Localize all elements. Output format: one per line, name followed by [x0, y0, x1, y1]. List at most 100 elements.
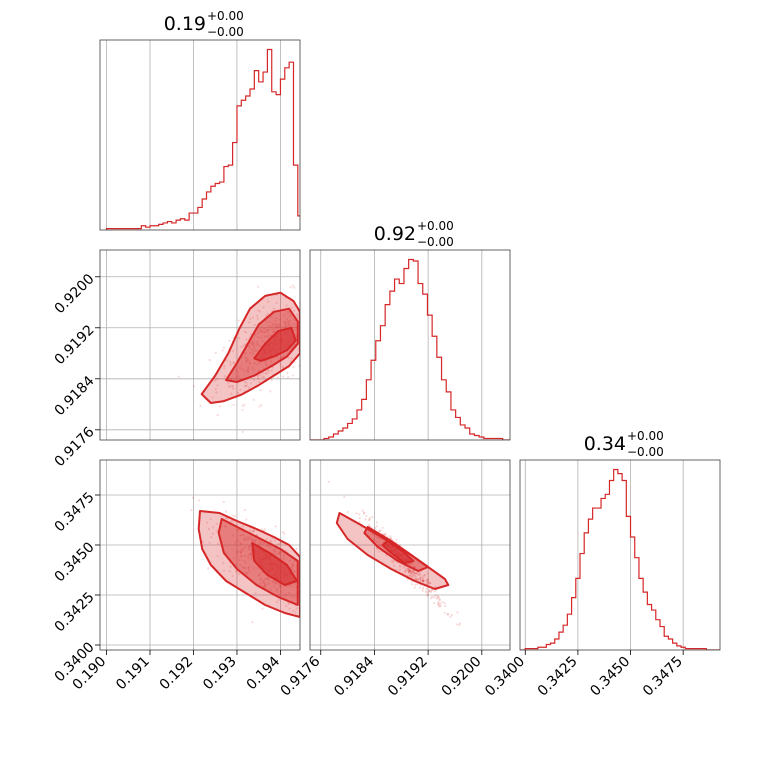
scatter-point — [251, 340, 254, 343]
scatter-point — [358, 513, 361, 516]
scatter-point — [301, 587, 303, 589]
scatter-point — [266, 364, 269, 367]
scatter-point — [223, 364, 226, 367]
scatter-point — [456, 611, 459, 614]
scatter-point — [251, 539, 254, 542]
scatter-point — [288, 314, 292, 317]
scatter-point — [281, 365, 284, 368]
scatter-point — [364, 518, 367, 521]
scatter-point — [211, 396, 214, 399]
scatter-point — [275, 322, 278, 326]
scatter-point — [239, 564, 242, 567]
scatter-point — [435, 594, 438, 597]
scatter-point — [418, 572, 421, 575]
scatter-point — [267, 578, 270, 581]
scatter-point — [407, 571, 410, 574]
scatter-point — [263, 528, 267, 531]
title-value: 0.34 — [584, 433, 626, 455]
scatter-point — [234, 569, 238, 572]
panel-background — [310, 250, 510, 440]
scatter-point — [249, 553, 253, 556]
scatter-point — [437, 596, 441, 599]
tick-label-x: 0.3425 — [535, 654, 581, 700]
scatter-point — [291, 564, 295, 567]
scatter-point — [246, 555, 250, 558]
scatter-point — [223, 375, 226, 378]
scatter-point — [205, 521, 209, 524]
scatter-point — [254, 592, 257, 595]
scatter-point — [191, 496, 195, 499]
scatter-point — [421, 587, 424, 591]
scatter-point — [390, 559, 393, 562]
scatter-point — [285, 304, 288, 307]
scatter-point — [377, 536, 380, 540]
scatter-point — [209, 518, 212, 521]
scatter-point — [253, 346, 256, 349]
scatter-point — [428, 589, 431, 592]
scatter-point — [255, 343, 259, 346]
tick-label-x: 0.3450 — [587, 654, 633, 700]
scatter-point — [267, 582, 270, 585]
scatter-point — [449, 615, 452, 618]
scatter-point — [416, 583, 419, 586]
scatter-point — [421, 589, 424, 593]
scatter-point — [409, 572, 412, 575]
tick-label-y: 0.9192 — [52, 322, 98, 368]
scatter-point — [243, 539, 246, 542]
scatter-point — [208, 359, 211, 362]
scatter-point — [211, 526, 215, 529]
scatter-point — [413, 577, 416, 581]
scatter-point — [418, 578, 421, 581]
scatter-point — [241, 566, 244, 569]
scatter-point — [368, 519, 371, 522]
scatter-point — [274, 582, 277, 585]
scatter-point — [421, 580, 425, 583]
scatter-point — [408, 562, 412, 565]
scatter-point — [222, 500, 225, 504]
title-value: 0.19 — [164, 13, 206, 35]
scatter-point — [421, 579, 425, 582]
scatter-point — [441, 600, 444, 604]
scatter-point — [243, 566, 246, 569]
scatter-point — [237, 336, 241, 340]
scatter-point — [263, 335, 266, 338]
scatter-point — [215, 522, 218, 525]
scatter-point — [294, 586, 298, 589]
scatter-point — [301, 562, 303, 564]
scatter-point — [242, 559, 246, 562]
scatter-point — [284, 325, 288, 328]
scatter-point — [404, 571, 407, 574]
scatter-point — [407, 569, 410, 572]
scatter-point — [243, 369, 246, 372]
scatter-point — [458, 623, 461, 626]
scatter-point — [408, 568, 411, 571]
scatter-point — [241, 408, 244, 411]
scatter-point — [403, 570, 407, 573]
scatter-point — [435, 597, 438, 600]
scatter-point — [446, 612, 450, 616]
scatter-point — [272, 580, 275, 583]
scatter-point — [259, 336, 263, 339]
scatter-point — [244, 537, 247, 540]
scatter-point — [283, 532, 286, 535]
scatter-point — [438, 599, 441, 602]
scatter-point — [307, 580, 309, 582]
scatter-point — [413, 572, 417, 575]
scatter-point — [251, 621, 254, 624]
scatter-point — [256, 309, 260, 312]
scatter-point — [282, 557, 285, 560]
scatter-point — [419, 576, 422, 580]
scatter-point — [249, 530, 253, 533]
scatter-point — [247, 345, 251, 348]
scatter-point — [427, 581, 430, 584]
scatter-point — [371, 515, 374, 519]
scatter-point — [378, 530, 381, 533]
tick-label-x: 0.3475 — [640, 654, 686, 700]
scatter-point — [231, 385, 234, 388]
scatter-point — [271, 537, 274, 540]
scatter-point — [252, 342, 256, 345]
scatter-point — [426, 578, 430, 581]
scatter-point — [428, 589, 431, 592]
scatter-point — [254, 540, 257, 543]
scatter-point — [361, 509, 364, 512]
